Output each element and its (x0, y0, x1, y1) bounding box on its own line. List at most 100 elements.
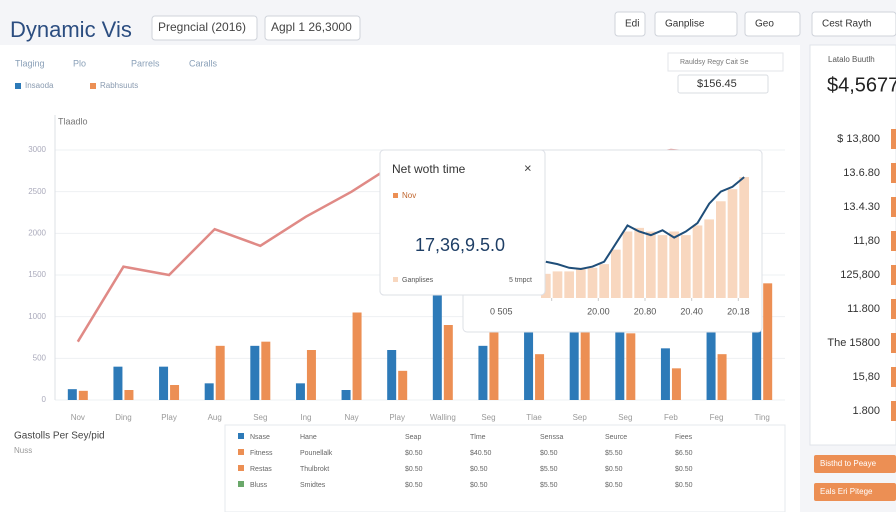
table-cell: $5.50 (540, 466, 558, 473)
panel-item: $ 13,800 (837, 133, 880, 145)
bar (489, 275, 499, 400)
bar (295, 383, 305, 400)
bar (352, 312, 362, 400)
x-tick-label: Seg (618, 413, 632, 422)
item-marker (891, 265, 896, 285)
overlay-bar (587, 267, 598, 298)
table-cell: $0.50 (470, 482, 488, 489)
panel-title: Latalo Buutlh (828, 55, 875, 64)
overlay-bar (692, 225, 703, 298)
x-tick-label: Seg (481, 413, 495, 422)
item-marker (891, 231, 896, 251)
legend-label: Insaoda (25, 81, 54, 90)
bar (660, 348, 670, 400)
x-tick-label: Tlae (526, 413, 542, 422)
x-tick-label: Nay (344, 413, 358, 422)
overlay-bar (646, 231, 656, 298)
panel-item: 125,800 (840, 269, 880, 281)
overlay-bar (622, 231, 633, 298)
x-tick-label: Walling (430, 413, 456, 422)
overlay-bar (716, 201, 726, 298)
item-marker (891, 401, 896, 421)
overlay-bar (704, 219, 714, 298)
nav-item: Caralls (189, 58, 218, 68)
y-tick-label: 1000 (28, 312, 46, 321)
action-label: Cest Rayth (822, 19, 871, 30)
x-tick-label: Ing (300, 413, 311, 422)
x-tick-label: Feg (710, 413, 724, 422)
table-subtitle: Nuss (14, 446, 32, 455)
x-tick-label: 20.18 (727, 306, 750, 316)
table-cell: $0.50 (675, 466, 693, 473)
bar (569, 291, 579, 400)
legend-label: Rabhsuuts (100, 81, 138, 90)
bar (615, 316, 625, 400)
button-label: Eals Eri Pitege (820, 487, 873, 496)
bar (387, 350, 397, 400)
close-icon[interactable]: × (524, 160, 532, 175)
action-button[interactable] (814, 483, 896, 501)
panel-item: 11.800 (847, 303, 880, 315)
bar (443, 325, 453, 400)
popup-title: Net woth time (392, 162, 466, 176)
item-marker (891, 129, 896, 149)
x-tick-label: Seg (253, 413, 267, 422)
table-cell: $40.50 (470, 450, 492, 457)
bar (261, 341, 271, 400)
x-tick-label: Play (161, 413, 177, 422)
filter-button[interactable] (264, 15, 361, 41)
overlay-bar (611, 249, 621, 298)
nav-item: Tlaging (15, 58, 45, 68)
x-tick-label: Aug (208, 413, 222, 422)
filter-label: Pregncial (2016) (158, 20, 246, 34)
table-frame (224, 424, 786, 512)
action-label: Edi (625, 19, 639, 30)
table-cell: $5.50 (605, 450, 623, 457)
legend-swatch (90, 83, 96, 89)
overlay-bar (739, 177, 749, 298)
table-cell: Bluss (250, 482, 268, 489)
app-title: Dynamic Vis (10, 17, 132, 42)
overlay-bar (634, 227, 644, 298)
bar (67, 389, 77, 400)
bar (626, 333, 636, 400)
bar (124, 390, 134, 400)
table-title: Gastolls Per Sey/pid (14, 431, 105, 442)
x-tick-label: 20.00 (587, 306, 610, 316)
bar (706, 316, 716, 400)
y-tick-label: 0 (42, 395, 47, 404)
panel-item: 15,80 (852, 371, 880, 383)
y-tick-label: 3000 (28, 145, 46, 154)
popup-swatch (393, 277, 398, 282)
action-button[interactable] (814, 455, 896, 473)
table-cell: Fitness (250, 450, 273, 457)
bar (763, 283, 773, 400)
bar (752, 275, 762, 400)
panel-item: 1.800 (852, 405, 880, 417)
x-tick-label: Play (389, 413, 405, 422)
filter-button[interactable] (151, 15, 258, 41)
panel-item: 11,80 (853, 235, 880, 247)
popup-label: Nov (402, 191, 416, 200)
x-tick-label: Ding (115, 413, 131, 422)
table-cell: Thulbrokt (300, 466, 329, 473)
nav-item: Plo (73, 58, 86, 68)
x-tick-label: Feb (664, 413, 678, 422)
table-cell: Senssa (540, 434, 563, 441)
bar (671, 368, 681, 400)
popup-card (379, 149, 546, 296)
bar (580, 325, 590, 400)
overlay-bar (552, 271, 563, 298)
overlay-bar (681, 235, 691, 298)
table-cell: Hane (300, 434, 317, 441)
panel-total: $4,5677 (827, 74, 896, 96)
action-button[interactable] (744, 11, 801, 37)
bar (717, 354, 727, 400)
action-button[interactable] (614, 11, 646, 37)
action-label: Geo (755, 19, 774, 30)
action-button[interactable] (654, 11, 738, 37)
chart-title: Tlaadlo (58, 116, 88, 126)
bar (215, 345, 225, 400)
action-button[interactable] (811, 11, 896, 37)
